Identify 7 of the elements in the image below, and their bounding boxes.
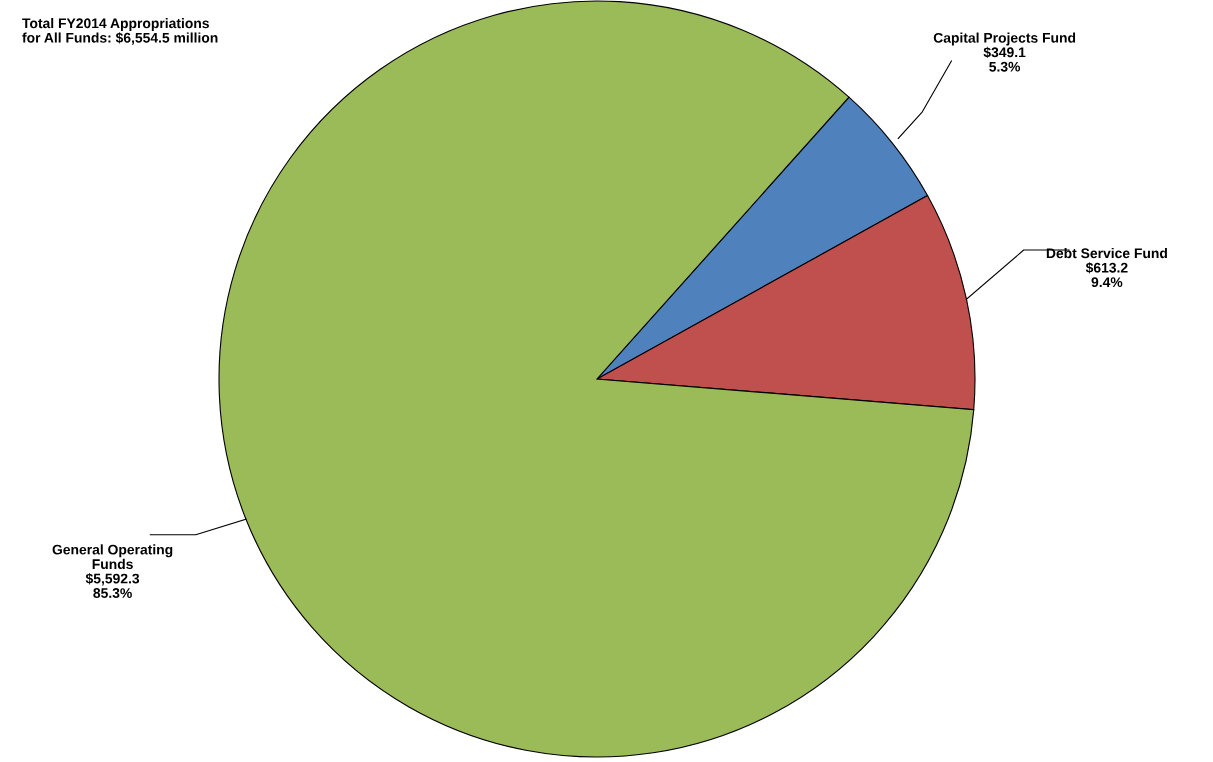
slice-label: Debt Service Fund bbox=[1046, 247, 1167, 259]
data-label: $613.2 9.4% bbox=[1085, 262, 1128, 288]
data-label: $5,592.3 85.3% bbox=[85, 573, 140, 598]
text: Total FY2014 Appropriations for All Funds: $6,554.5 million bbox=[22, 18, 218, 45]
slice-label: Capital Projects Fund bbox=[933, 32, 1076, 46]
slice-label: General Operating Funds bbox=[52, 544, 173, 570]
data-label: $349.1 5.3% bbox=[983, 46, 1026, 72]
